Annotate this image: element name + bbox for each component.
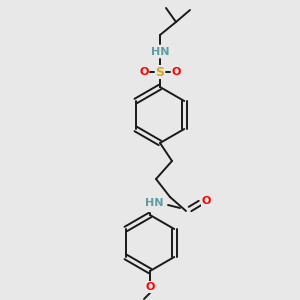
Text: O: O bbox=[171, 67, 181, 77]
Text: O: O bbox=[145, 282, 155, 292]
Text: S: S bbox=[155, 65, 164, 79]
Text: O: O bbox=[201, 196, 211, 206]
Text: HN: HN bbox=[145, 198, 163, 208]
Text: O: O bbox=[139, 67, 149, 77]
Text: HN: HN bbox=[151, 47, 169, 57]
